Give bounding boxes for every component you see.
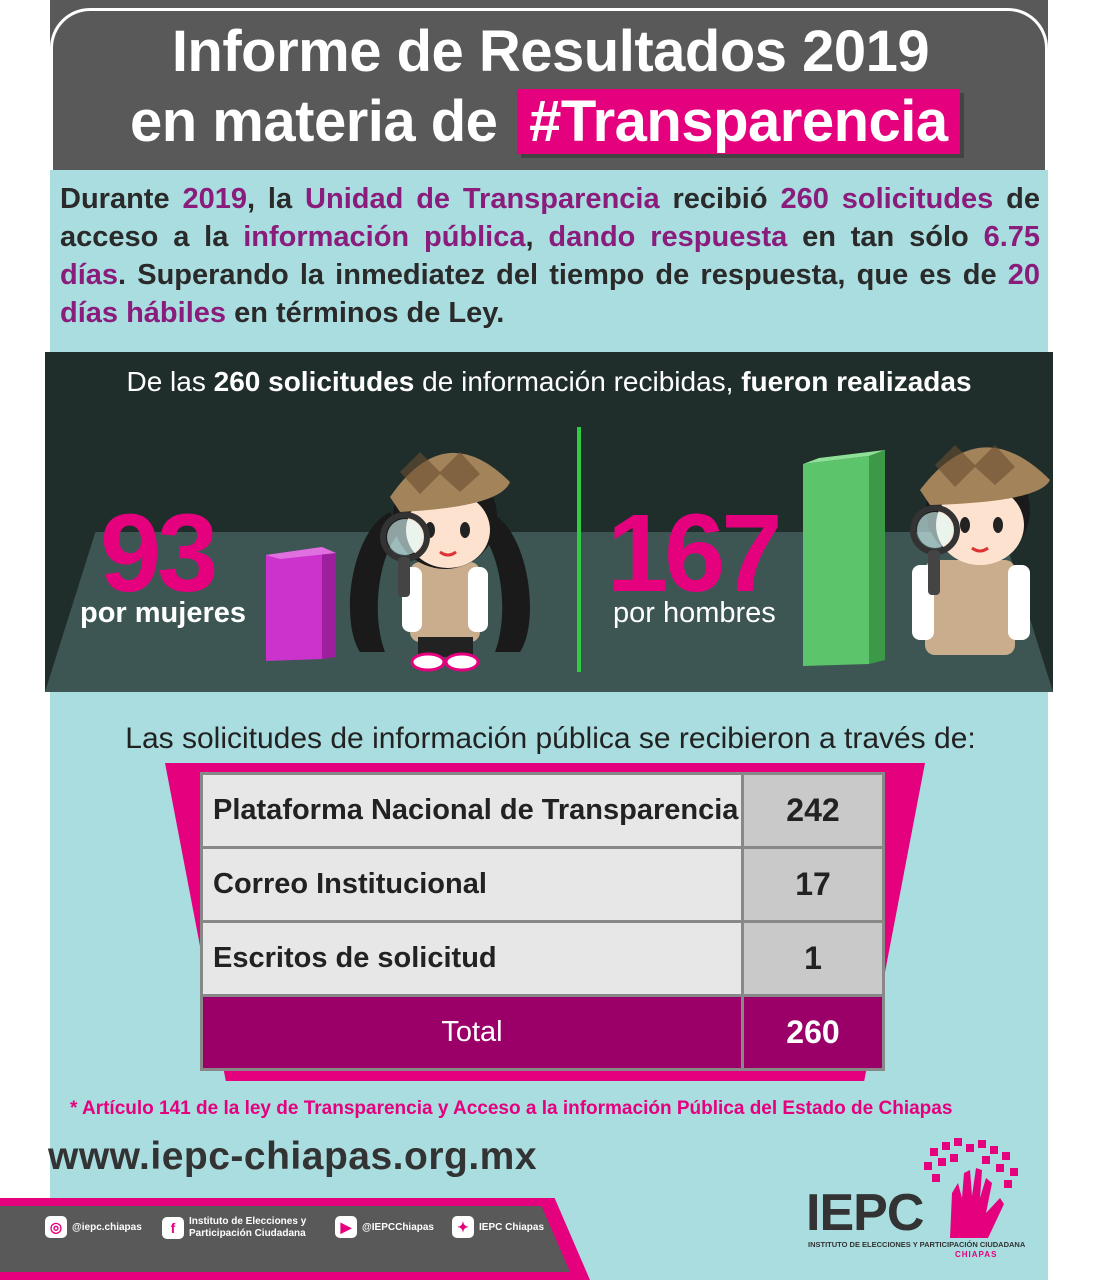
intro-highlight: 6.75 días [60, 221, 1041, 291]
row-value: 1 [741, 920, 885, 997]
intro-highlight: información pública [243, 221, 526, 253]
intro-highlight: 260 solicitudes [780, 183, 994, 215]
instagram-handle: @iepc.chiapas [72, 1221, 142, 1233]
facebook-name-line2: Participación Ciudadana [189, 1228, 306, 1239]
social-bar [0, 1206, 570, 1272]
instagram-link[interactable]: ◎ @iepc.chiapas [45, 1216, 142, 1238]
instagram-icon: ◎ [45, 1216, 67, 1238]
stats-title-text: de información recibidas, [414, 366, 742, 397]
facebook-name-line1: Instituto de Elecciones y [189, 1216, 307, 1227]
title-prefix: en materia de [130, 89, 498, 154]
channels-title: Las solicitudes de información pública s… [125, 722, 976, 755]
twitter-link[interactable]: ✦ IEPC Chiapas [452, 1216, 544, 1238]
stats-title-bold: fueron realizadas [741, 366, 972, 397]
stats-divider [577, 427, 581, 672]
men-label: por hombres [613, 597, 776, 629]
intro-highlight: 20 días hábiles [60, 259, 1040, 329]
intro-text: en términos de Ley. [226, 297, 505, 329]
row-label: Escritos de solicitud [200, 920, 744, 997]
row-value: 17 [741, 846, 885, 923]
stats-title-text: De las [126, 366, 214, 397]
men-bar [803, 450, 885, 666]
boy-detective-illustration [910, 445, 1050, 655]
table-row: Correo Institucional 17 [200, 846, 885, 923]
channels-table: Plataforma Nacional de Transparencia 242… [200, 772, 885, 1071]
facebook-name: Instituto de Elecciones y Participación … [189, 1216, 306, 1240]
website-link[interactable]: www.iepc-chiapas.org.mx [48, 1135, 538, 1178]
intro-paragraph: Durante 2019, la Unidad de Transparencia… [60, 180, 1040, 332]
girl-detective-illustration [350, 452, 530, 672]
row-label: Plataforma Nacional de Transparencia [200, 772, 744, 849]
iepc-logo-text: IEPC [806, 1184, 924, 1242]
men-count: 167 [607, 492, 783, 615]
iepc-tree-logo [924, 1138, 1018, 1238]
intro-text: de acceso a la [60, 183, 1041, 253]
facebook-link[interactable]: f Instituto de Elecciones y Participació… [162, 1216, 306, 1240]
title-line-1: Informe de Resultados 2019 [171, 19, 930, 84]
intro-highlight: 2019 [182, 183, 247, 215]
intro-text: en tan sólo [787, 221, 984, 253]
total-value: 260 [741, 994, 885, 1071]
stats-title-bold: 260 solicitudes [213, 366, 415, 397]
iepc-logo-state: CHIAPAS [955, 1250, 998, 1259]
twitter-handle: IEPC Chiapas [479, 1221, 545, 1233]
row-value: 242 [741, 772, 885, 849]
intro-text: , la [246, 183, 306, 215]
intro-text: . Superando la inmediatez del tiempo de … [118, 259, 1008, 291]
stats-panel: De las 260 solicitudes de información re… [45, 352, 1053, 692]
women-count: 93 [100, 492, 218, 615]
intro-text: recibió [659, 183, 781, 215]
right-border [1048, 0, 1101, 1280]
stats-title: De las 260 solicitudes de información re… [45, 366, 1053, 398]
legal-note: * Artículo 141 de la ley de Transparenci… [70, 1098, 953, 1119]
intro-highlight: Unidad de Transparencia [305, 183, 660, 215]
row-label: Correo Institucional [200, 846, 744, 923]
total-label: Total [200, 994, 744, 1071]
left-border [0, 0, 50, 1280]
intro-highlight: dando respuesta [548, 221, 788, 253]
table-row: Escritos de solicitud 1 [200, 920, 885, 997]
title-highlight: #Transparencia [517, 89, 960, 154]
women-bar [266, 547, 336, 661]
iepc-logo-subtitle: INSTITUTO DE ELECCIONES Y PARTICIPACIÓN … [808, 1240, 1026, 1249]
total-row: Total 260 [200, 994, 885, 1071]
intro-text: Durante [60, 183, 183, 215]
facebook-icon: f [162, 1217, 184, 1239]
title-line-2: en materia de #Transparencia [130, 88, 960, 155]
youtube-icon: ▶ [335, 1216, 357, 1238]
table-row: Plataforma Nacional de Transparencia 242 [200, 772, 885, 849]
twitter-icon: ✦ [452, 1216, 474, 1238]
youtube-handle: @IEPCChiapas [362, 1221, 434, 1233]
women-label: por mujeres [80, 597, 246, 629]
youtube-link[interactable]: ▶ @IEPCChiapas [335, 1216, 434, 1238]
intro-text: , [525, 221, 549, 253]
